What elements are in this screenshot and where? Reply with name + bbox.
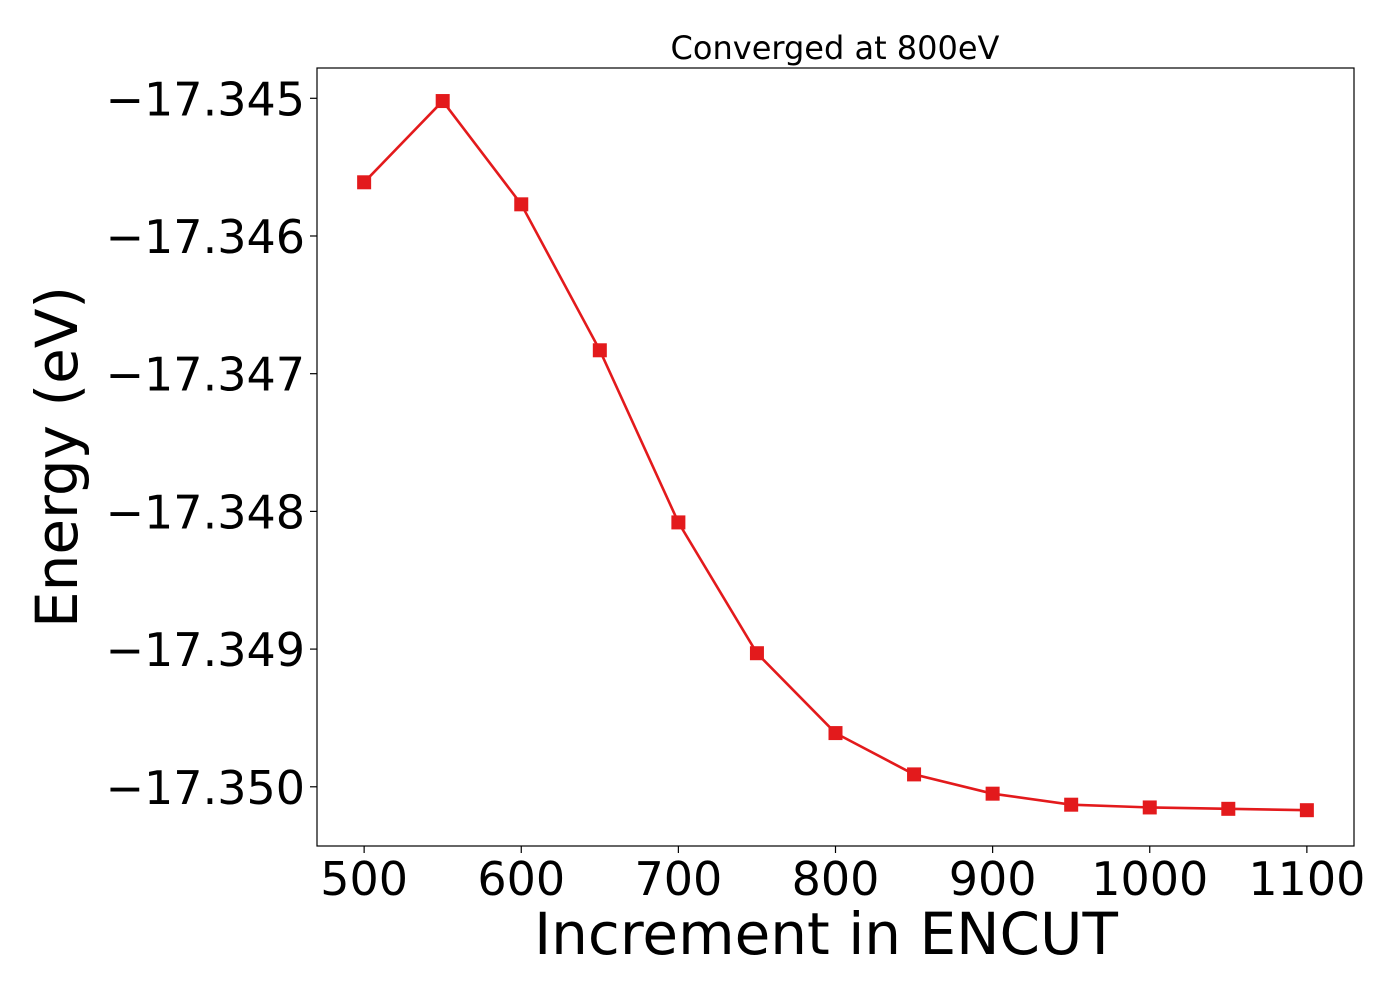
data-point <box>1299 803 1314 818</box>
x-tick-label: 1100 <box>1248 852 1365 906</box>
x-tick-label: 900 <box>949 852 1037 906</box>
x-tick-label: 600 <box>477 852 565 906</box>
plot-area <box>316 67 1355 847</box>
data-point <box>907 767 922 782</box>
y-tick-label: −17.347 <box>106 348 306 402</box>
data-point <box>749 646 764 661</box>
y-tick-label: −17.349 <box>106 623 306 677</box>
series-layer <box>357 94 1314 818</box>
y-axis: −17.345 −17.346 −17.347 −17.348 −17.349 −17.3… <box>106 72 317 815</box>
data-point <box>592 343 607 358</box>
data-point <box>671 515 686 530</box>
data-point <box>357 175 372 190</box>
y-tick-label: −17.348 <box>106 485 306 539</box>
data-point <box>985 786 1000 801</box>
chart-title: Converged at 800eV <box>671 29 1000 67</box>
x-tick-label: 700 <box>634 852 722 906</box>
x-tick-label: 800 <box>792 852 880 906</box>
data-point <box>1221 801 1236 816</box>
y-tick-label: −17.346 <box>106 210 306 264</box>
x-tick-label: 500 <box>320 852 408 906</box>
y-tick-label: −17.350 <box>106 761 306 815</box>
data-point <box>435 94 450 109</box>
data-point <box>828 726 843 741</box>
data-point <box>514 197 529 212</box>
x-axis-label: Increment in ENCUT <box>534 900 1118 968</box>
y-tick-label: −17.345 <box>106 72 306 126</box>
x-axis: 500 600 700 800 900 1000 1100 <box>320 846 1365 906</box>
x-tick-label: 1000 <box>1091 852 1208 906</box>
y-axis-label: Energy (eV) <box>23 286 91 628</box>
data-point <box>1064 797 1079 812</box>
data-point <box>1142 800 1157 815</box>
